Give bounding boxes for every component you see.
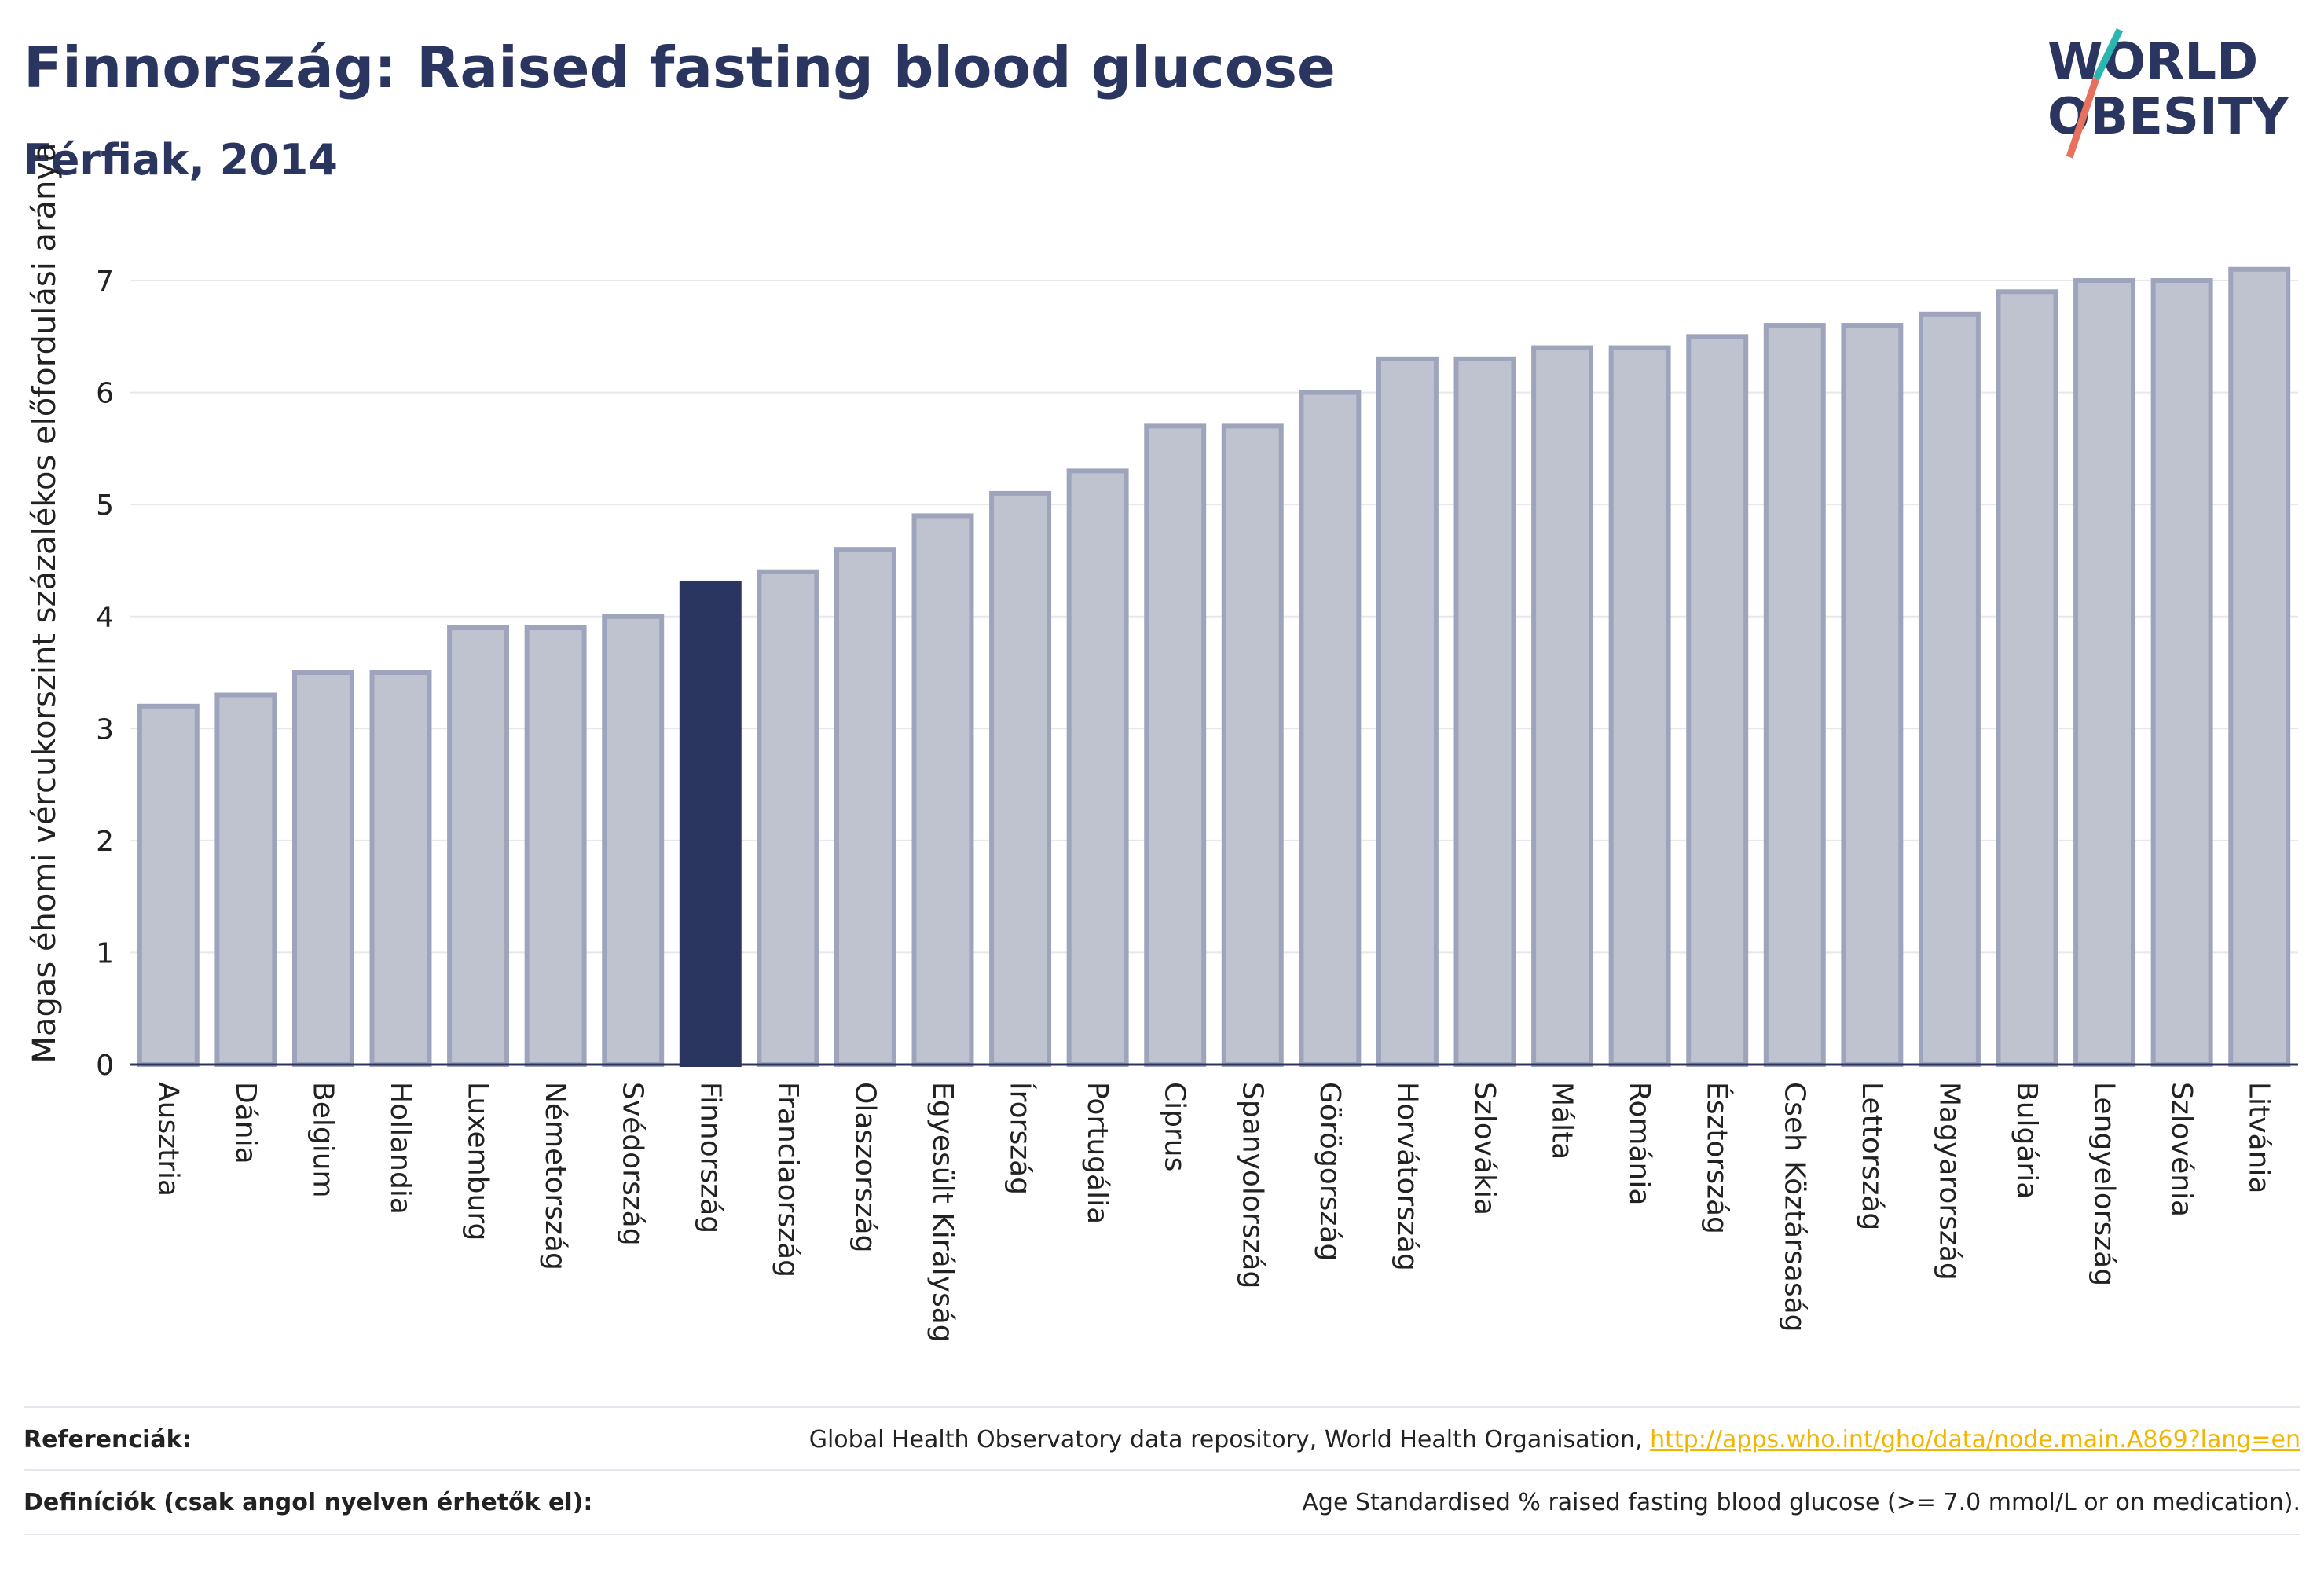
world-obesity-logo: WORLD OBESITY xyxy=(2047,28,2289,159)
references-text: Global Health Observatory data repositor… xyxy=(808,1425,1651,1453)
y-tick-label: 0 xyxy=(96,1050,114,1082)
x-tick-label: Finnország xyxy=(694,1082,726,1233)
bar xyxy=(1299,390,1362,1067)
bar xyxy=(524,625,587,1067)
references-label: Referenciák: xyxy=(24,1425,192,1453)
y-tick-label: 5 xyxy=(96,489,114,522)
x-tick-label: Cseh Köztársaság xyxy=(1778,1082,1810,1332)
x-tick-label: Írország xyxy=(1004,1082,1037,1195)
bar xyxy=(2228,266,2291,1067)
bar xyxy=(1608,345,1671,1067)
bar xyxy=(1686,334,1749,1068)
bar xyxy=(1841,323,1904,1067)
x-tick-label: Portugália xyxy=(1081,1082,1113,1224)
x-tick-label: Svédország xyxy=(617,1082,649,1246)
x-tick-label: Szlovákia xyxy=(1468,1082,1501,1215)
x-tick-label: Ciprus xyxy=(1159,1082,1191,1171)
x-tick-label: Horvátország xyxy=(1391,1082,1423,1271)
y-tick-label: 7 xyxy=(96,266,114,298)
bar xyxy=(291,670,354,1067)
chart-subtitle: Férfiak, 2014 xyxy=(24,135,338,185)
y-tick-label: 4 xyxy=(96,602,114,634)
bar xyxy=(1066,468,1129,1067)
logo-line1: WORLD xyxy=(2047,33,2258,91)
x-tick-label: Luxemburg xyxy=(462,1082,494,1241)
bar xyxy=(447,625,510,1067)
x-tick-label: Lengyelország xyxy=(2088,1082,2121,1286)
y-tick-label: 6 xyxy=(96,378,114,410)
bar xyxy=(757,569,819,1067)
bar xyxy=(1763,323,1826,1067)
bar xyxy=(2073,278,2136,1067)
bar xyxy=(1531,345,1594,1067)
x-tick-label: Egyesült Királyság xyxy=(926,1082,959,1343)
x-tick-label: Szlovénia xyxy=(2165,1082,2198,1217)
chart-title: Finnország: Raised fasting blood glucose xyxy=(24,35,1336,101)
y-tick-label: 3 xyxy=(96,713,114,746)
bar xyxy=(1144,423,1207,1067)
y-tick-label: 1 xyxy=(96,937,114,969)
bar xyxy=(1918,311,1981,1067)
x-tick-label: Málta xyxy=(1546,1082,1578,1160)
x-tick-label: Németország xyxy=(539,1082,571,1270)
x-tick-label: Észtország xyxy=(1701,1082,1734,1234)
x-tick-label: Spanyolország xyxy=(1236,1082,1268,1288)
x-tick-label: Bulgária xyxy=(2011,1082,2043,1199)
references-link[interactable]: http://apps.who.int/gho/data/node.main.A… xyxy=(1650,1425,2300,1453)
definitions-row: Definíciók (csak angol nyelven érhetők e… xyxy=(24,1469,2300,1535)
bar xyxy=(1996,289,2058,1067)
definitions-label: Definíciók (csak angol nyelven érhetők e… xyxy=(24,1488,593,1516)
definitions-text: Age Standardised % raised fasting blood … xyxy=(1302,1488,2300,1516)
references-row: Referenciák: Global Health Observatory d… xyxy=(24,1406,2300,1471)
bar-highlighted xyxy=(679,580,742,1067)
bar xyxy=(214,692,277,1067)
bar xyxy=(602,614,665,1067)
bar xyxy=(137,703,200,1068)
x-tick-label: Olaszország xyxy=(849,1082,881,1252)
bar xyxy=(2150,278,2213,1067)
bar xyxy=(989,490,1052,1067)
bar xyxy=(1376,356,1439,1067)
x-tick-label: Belgium xyxy=(306,1082,339,1198)
x-tick-label: Dánia xyxy=(229,1082,262,1164)
x-tick-label: Magyarország xyxy=(1933,1082,1965,1281)
x-tick-label: Románia xyxy=(1623,1082,1655,1205)
x-tick-label: Görögország xyxy=(1314,1082,1346,1261)
bar xyxy=(834,547,896,1067)
bar xyxy=(911,513,974,1067)
bar xyxy=(1453,356,1516,1067)
bar xyxy=(1221,423,1284,1067)
y-axis-title: Magas éhomi vércukorszint százalékos elő… xyxy=(27,142,63,1063)
x-tick-label: Litvánia xyxy=(2243,1082,2275,1193)
logo-slash-teal xyxy=(2092,28,2124,80)
bar-chart: 0 1 2 3 4 5 6 7 Ausztria Dánia Belgium Hollandia Lux… xyxy=(27,142,2298,1343)
x-tick-label: Hollandia xyxy=(384,1082,416,1215)
y-tick-label: 2 xyxy=(96,826,114,858)
x-tick-label: Lettország xyxy=(1856,1082,1888,1230)
logo-slash-coral xyxy=(2066,77,2100,159)
x-tick-label: Ausztria xyxy=(152,1082,184,1197)
x-tick-label: Franciaország xyxy=(772,1082,804,1277)
bar xyxy=(369,670,432,1067)
